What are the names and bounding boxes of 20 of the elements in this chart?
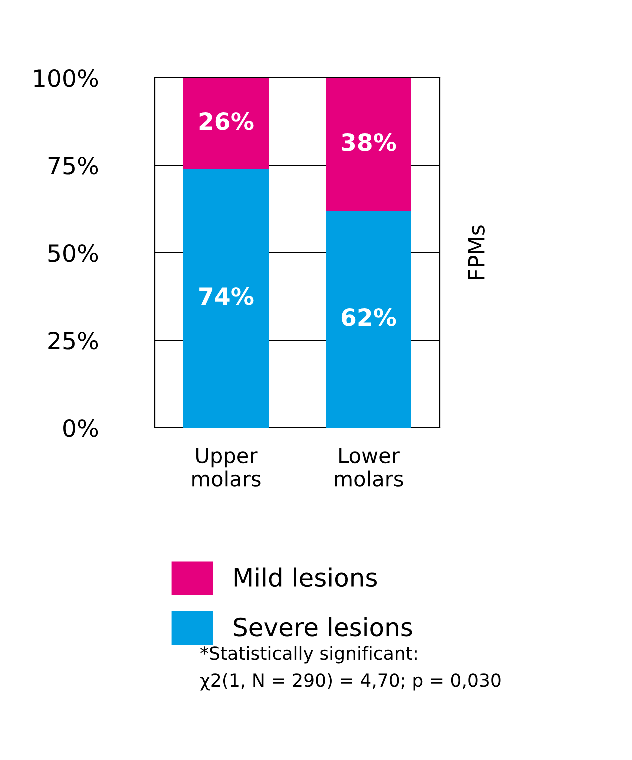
x-tick-label: Lower molars [335, 448, 404, 487]
y-axis-title: FPMs [468, 226, 485, 280]
x-tick-label: Upper molars [192, 448, 261, 487]
bar [326, 211, 412, 428]
data-label: 26% [200, 112, 254, 130]
legend-label: Severe lesions [234, 617, 412, 637]
text: χ2(1, N = 290) = 4,70; p = 0,030 [200, 673, 501, 691]
bar [184, 78, 269, 169]
y-tick-label: 75% [48, 156, 98, 175]
bar [184, 169, 269, 428]
y-tick-label: 50% [48, 244, 98, 262]
text: *Statistically significant: [200, 646, 417, 664]
data-label: 38% [342, 133, 396, 152]
bar [326, 78, 412, 211]
data-label: 74% [200, 287, 254, 306]
y-tick-label: 100% [34, 69, 98, 88]
y-tick-label: 0% [64, 419, 98, 438]
legend-label: Mild lesions [234, 568, 378, 588]
data-label: 62% [342, 308, 396, 326]
y-tick-label: 25% [48, 332, 98, 350]
